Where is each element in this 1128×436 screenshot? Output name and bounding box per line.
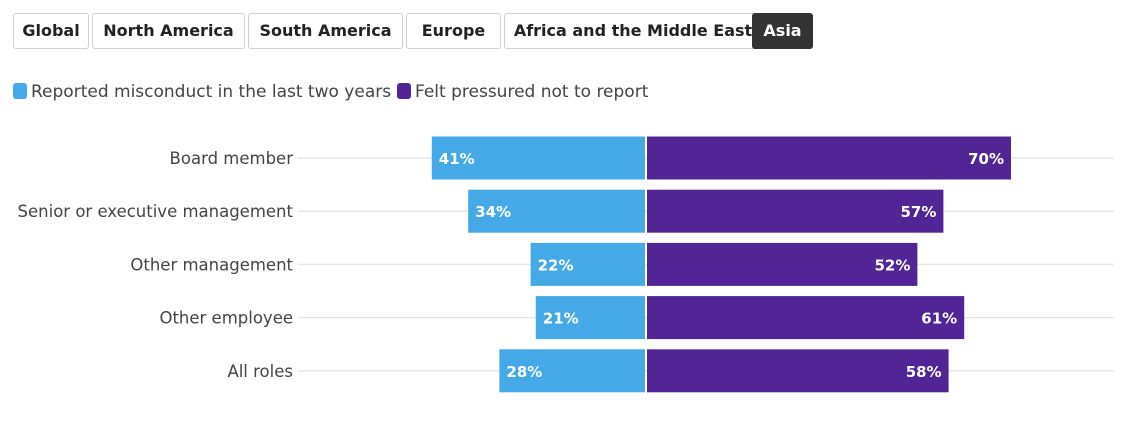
category-label-other-management: Other management [130, 255, 293, 274]
bar-pressured-board-member [647, 136, 1011, 180]
bar-reported-all-roles [499, 349, 645, 393]
value-label-pressured-senior-or-executive-management: 57% [900, 203, 936, 221]
bar-reported-other-employee [535, 296, 645, 340]
tab-africa-middle-east[interactable]: Africa and the Middle East [504, 13, 762, 49]
tab-global[interactable]: Global [13, 13, 89, 49]
category-label-other-employee: Other employee [159, 309, 293, 328]
bar-reported-board-member [431, 136, 645, 180]
bar-pressured-all-roles [647, 349, 949, 393]
value-label-pressured-board-member: 70% [968, 150, 1004, 168]
value-label-reported-all-roles: 28% [506, 363, 542, 381]
category-label-senior-or-executive-management: Senior or executive management [18, 202, 294, 221]
value-label-reported-other-employee: 21% [543, 310, 579, 328]
legend-label-pressured: Felt pressured not to report [415, 82, 649, 102]
legend-swatch-reported [13, 83, 27, 99]
value-label-reported-senior-or-executive-management: 34% [475, 203, 511, 221]
bar-pressured-other-employee [647, 296, 965, 340]
tab-europe[interactable]: Europe [406, 13, 501, 49]
value-label-pressured-other-employee: 61% [921, 310, 957, 328]
bar-reported-other-management [530, 242, 645, 286]
value-label-pressured-other-management: 52% [874, 256, 910, 274]
legend-item-pressured[interactable]: Felt pressured not to report [397, 81, 648, 103]
category-label-board-member: Board member [170, 149, 294, 168]
tab-north-america[interactable]: North America [92, 13, 245, 49]
tab-asia[interactable]: Asia [752, 13, 813, 49]
legend-label-reported: Reported misconduct in the last two year… [31, 82, 392, 102]
bar-pressured-other-management [647, 242, 918, 286]
value-label-reported-board-member: 41% [439, 150, 475, 168]
bar-reported-senior-or-executive-management [468, 189, 645, 233]
value-label-pressured-all-roles: 58% [906, 363, 942, 381]
legend-item-reported[interactable]: Reported misconduct in the last two year… [13, 81, 391, 103]
bar-pressured-senior-or-executive-management [647, 189, 944, 233]
category-label-all-roles: All roles [227, 362, 293, 381]
legend-swatch-pressured [397, 83, 411, 99]
value-label-reported-other-management: 22% [538, 256, 574, 274]
tab-south-america[interactable]: South America [248, 13, 403, 49]
